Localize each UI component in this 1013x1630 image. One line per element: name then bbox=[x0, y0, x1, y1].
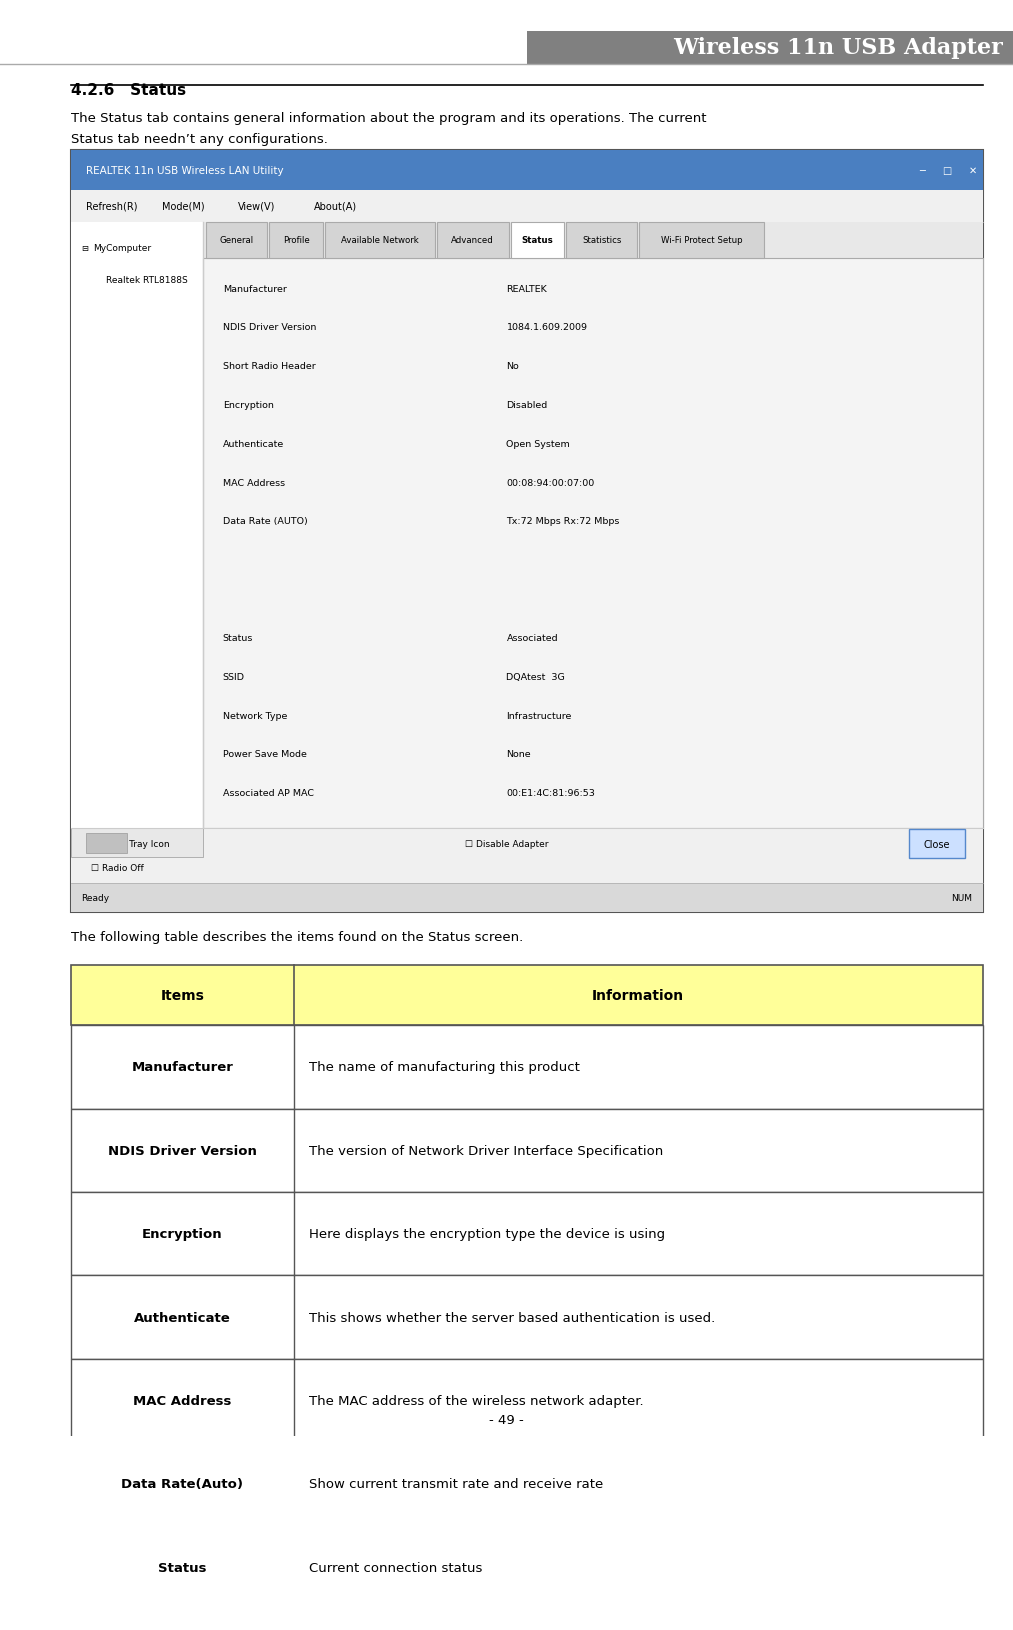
Text: The MAC address of the wireless network adapter.: The MAC address of the wireless network … bbox=[309, 1394, 643, 1407]
Text: None: None bbox=[506, 750, 531, 760]
FancyBboxPatch shape bbox=[86, 833, 127, 852]
Text: 00:E1:4C:81:96:53: 00:E1:4C:81:96:53 bbox=[506, 789, 596, 797]
FancyBboxPatch shape bbox=[71, 1108, 983, 1192]
Text: View(V): View(V) bbox=[238, 202, 276, 212]
Text: Close: Close bbox=[924, 839, 950, 849]
Text: ✕: ✕ bbox=[968, 166, 977, 176]
Text: Here displays the encryption type the device is using: Here displays the encryption type the de… bbox=[309, 1227, 666, 1240]
Text: General: General bbox=[220, 236, 253, 244]
Text: DQAtest  3G: DQAtest 3G bbox=[506, 672, 565, 681]
FancyBboxPatch shape bbox=[71, 1192, 983, 1276]
Text: Statistics: Statistics bbox=[582, 236, 621, 244]
FancyBboxPatch shape bbox=[206, 223, 267, 259]
Text: Profile: Profile bbox=[283, 236, 310, 244]
Text: Manufacturer: Manufacturer bbox=[223, 284, 287, 293]
Text: Open System: Open System bbox=[506, 440, 570, 448]
Text: Wi-Fi Protect Setup: Wi-Fi Protect Setup bbox=[660, 236, 743, 244]
FancyBboxPatch shape bbox=[71, 1443, 983, 1526]
FancyBboxPatch shape bbox=[0, 31, 527, 65]
FancyBboxPatch shape bbox=[71, 830, 983, 883]
FancyBboxPatch shape bbox=[71, 1276, 983, 1359]
FancyBboxPatch shape bbox=[71, 152, 983, 191]
Text: Wireless 11n USB Adapter: Wireless 11n USB Adapter bbox=[673, 37, 1003, 59]
Text: Authenticate: Authenticate bbox=[223, 440, 284, 448]
Text: ☐ Disable Adapter: ☐ Disable Adapter bbox=[465, 839, 548, 849]
FancyBboxPatch shape bbox=[71, 1526, 983, 1609]
FancyBboxPatch shape bbox=[511, 223, 564, 259]
FancyBboxPatch shape bbox=[566, 223, 637, 259]
FancyBboxPatch shape bbox=[437, 223, 509, 259]
Text: Disabled: Disabled bbox=[506, 401, 548, 409]
Text: Status: Status bbox=[158, 1560, 207, 1573]
FancyBboxPatch shape bbox=[910, 830, 964, 859]
Text: Associated: Associated bbox=[506, 634, 558, 642]
FancyBboxPatch shape bbox=[71, 883, 983, 913]
Text: Data Rate(Auto): Data Rate(Auto) bbox=[122, 1477, 243, 1490]
FancyBboxPatch shape bbox=[71, 1609, 983, 1630]
Text: ⊟: ⊟ bbox=[81, 244, 88, 253]
FancyBboxPatch shape bbox=[639, 223, 764, 259]
Text: 00:08:94:00:07:00: 00:08:94:00:07:00 bbox=[506, 478, 595, 487]
Text: The name of manufacturing this product: The name of manufacturing this product bbox=[309, 1061, 579, 1074]
Text: Realtek RTL8188S: Realtek RTL8188S bbox=[106, 275, 188, 285]
Text: MyComputer: MyComputer bbox=[93, 244, 151, 253]
Text: About(A): About(A) bbox=[314, 202, 358, 212]
Text: □: □ bbox=[942, 166, 952, 176]
Text: ☑ Show Tray Icon: ☑ Show Tray Icon bbox=[91, 839, 170, 849]
Text: Ready: Ready bbox=[81, 893, 109, 903]
Text: MAC Address: MAC Address bbox=[133, 1394, 232, 1407]
FancyBboxPatch shape bbox=[71, 830, 203, 857]
Text: SSID: SSID bbox=[223, 672, 245, 681]
Text: Data Rate (AUTO): Data Rate (AUTO) bbox=[223, 517, 308, 526]
Text: Manufacturer: Manufacturer bbox=[132, 1061, 233, 1074]
FancyBboxPatch shape bbox=[203, 259, 983, 830]
Text: NUM: NUM bbox=[951, 893, 972, 903]
Text: NDIS Driver Version: NDIS Driver Version bbox=[223, 323, 316, 333]
Text: Refresh(R): Refresh(R) bbox=[86, 202, 138, 212]
FancyBboxPatch shape bbox=[71, 191, 983, 223]
Text: The following table describes the items found on the Status screen.: The following table describes the items … bbox=[71, 931, 523, 944]
Text: Advanced: Advanced bbox=[451, 236, 494, 244]
Text: This shows whether the server based authentication is used.: This shows whether the server based auth… bbox=[309, 1311, 715, 1324]
Text: ─: ─ bbox=[919, 166, 925, 176]
Text: Available Network: Available Network bbox=[341, 236, 418, 244]
Text: Encryption: Encryption bbox=[142, 1227, 223, 1240]
Text: Mode(M): Mode(M) bbox=[162, 202, 205, 212]
FancyBboxPatch shape bbox=[269, 223, 323, 259]
Text: Authenticate: Authenticate bbox=[134, 1311, 231, 1324]
Text: Tx:72 Mbps Rx:72 Mbps: Tx:72 Mbps Rx:72 Mbps bbox=[506, 517, 620, 526]
FancyBboxPatch shape bbox=[325, 223, 435, 259]
Text: REALTEK 11n USB Wireless LAN Utility: REALTEK 11n USB Wireless LAN Utility bbox=[86, 166, 284, 176]
FancyBboxPatch shape bbox=[71, 223, 203, 830]
FancyBboxPatch shape bbox=[71, 1025, 983, 1108]
Text: NDIS Driver Version: NDIS Driver Version bbox=[108, 1144, 256, 1157]
FancyBboxPatch shape bbox=[71, 1359, 983, 1443]
Text: Status: Status bbox=[522, 236, 553, 244]
Text: Items: Items bbox=[160, 988, 205, 1002]
Text: Show current transmit rate and receive rate: Show current transmit rate and receive r… bbox=[309, 1477, 603, 1490]
Text: No: No bbox=[506, 362, 520, 372]
Text: MAC Address: MAC Address bbox=[223, 478, 285, 487]
Text: Information: Information bbox=[593, 988, 684, 1002]
Text: Power Save Mode: Power Save Mode bbox=[223, 750, 307, 760]
Text: Network Type: Network Type bbox=[223, 711, 288, 720]
Text: ☐ Radio Off: ☐ Radio Off bbox=[91, 864, 144, 872]
FancyBboxPatch shape bbox=[0, 31, 1013, 65]
Text: - 49 -: - 49 - bbox=[489, 1413, 524, 1426]
Text: Encryption: Encryption bbox=[223, 401, 274, 409]
Text: 4.2.6   Status: 4.2.6 Status bbox=[71, 83, 186, 98]
Text: Infrastructure: Infrastructure bbox=[506, 711, 572, 720]
Text: Current connection status: Current connection status bbox=[309, 1560, 482, 1573]
Text: The Status tab contains general information about the program and its operations: The Status tab contains general informat… bbox=[71, 112, 706, 147]
Text: Short Radio Header: Short Radio Header bbox=[223, 362, 316, 372]
FancyBboxPatch shape bbox=[71, 152, 983, 913]
Text: REALTEK: REALTEK bbox=[506, 284, 547, 293]
FancyBboxPatch shape bbox=[71, 965, 983, 1025]
Text: Status: Status bbox=[223, 634, 253, 642]
FancyBboxPatch shape bbox=[203, 223, 983, 259]
Text: The version of Network Driver Interface Specification: The version of Network Driver Interface … bbox=[309, 1144, 664, 1157]
Text: 1084.1.609.2009: 1084.1.609.2009 bbox=[506, 323, 588, 333]
Text: Associated AP MAC: Associated AP MAC bbox=[223, 789, 314, 797]
